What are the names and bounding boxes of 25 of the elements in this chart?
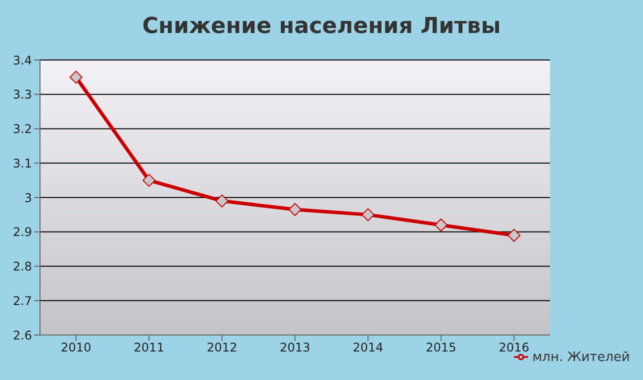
point	[362, 208, 374, 222]
point	[70, 70, 82, 84]
y-tick-label: 3.4	[12, 53, 32, 68]
y-tick-label: 3.1	[12, 156, 32, 170]
point	[288, 203, 302, 216]
y-tick-label: 3.3	[12, 88, 32, 102]
x-tick-label: 2014	[352, 340, 384, 355]
point	[434, 218, 448, 232]
y-tick-label: 2.9	[12, 225, 32, 240]
point	[216, 194, 228, 208]
point	[142, 174, 156, 187]
point	[508, 228, 520, 242]
x-tick-label: 2016	[498, 340, 530, 355]
y-tick-label: 3	[24, 190, 32, 205]
legend-label: млн. Жителей	[532, 350, 630, 365]
y-tick-label: 2.7	[12, 294, 32, 308]
x-tick-label: 2013	[280, 340, 310, 355]
y-tick-label: 2.6	[12, 328, 32, 342]
x-tick-label: 2015	[426, 340, 456, 355]
x-tick-label: 2011	[134, 340, 164, 355]
x-tick-label: 2012	[206, 340, 238, 355]
y-tick-label: 2.8	[12, 260, 32, 274]
chart-title: Снижение населения Литвы	[141, 14, 502, 39]
y-tick-label: 3.2	[12, 122, 32, 136]
x-tick-label: 2010	[60, 340, 92, 355]
